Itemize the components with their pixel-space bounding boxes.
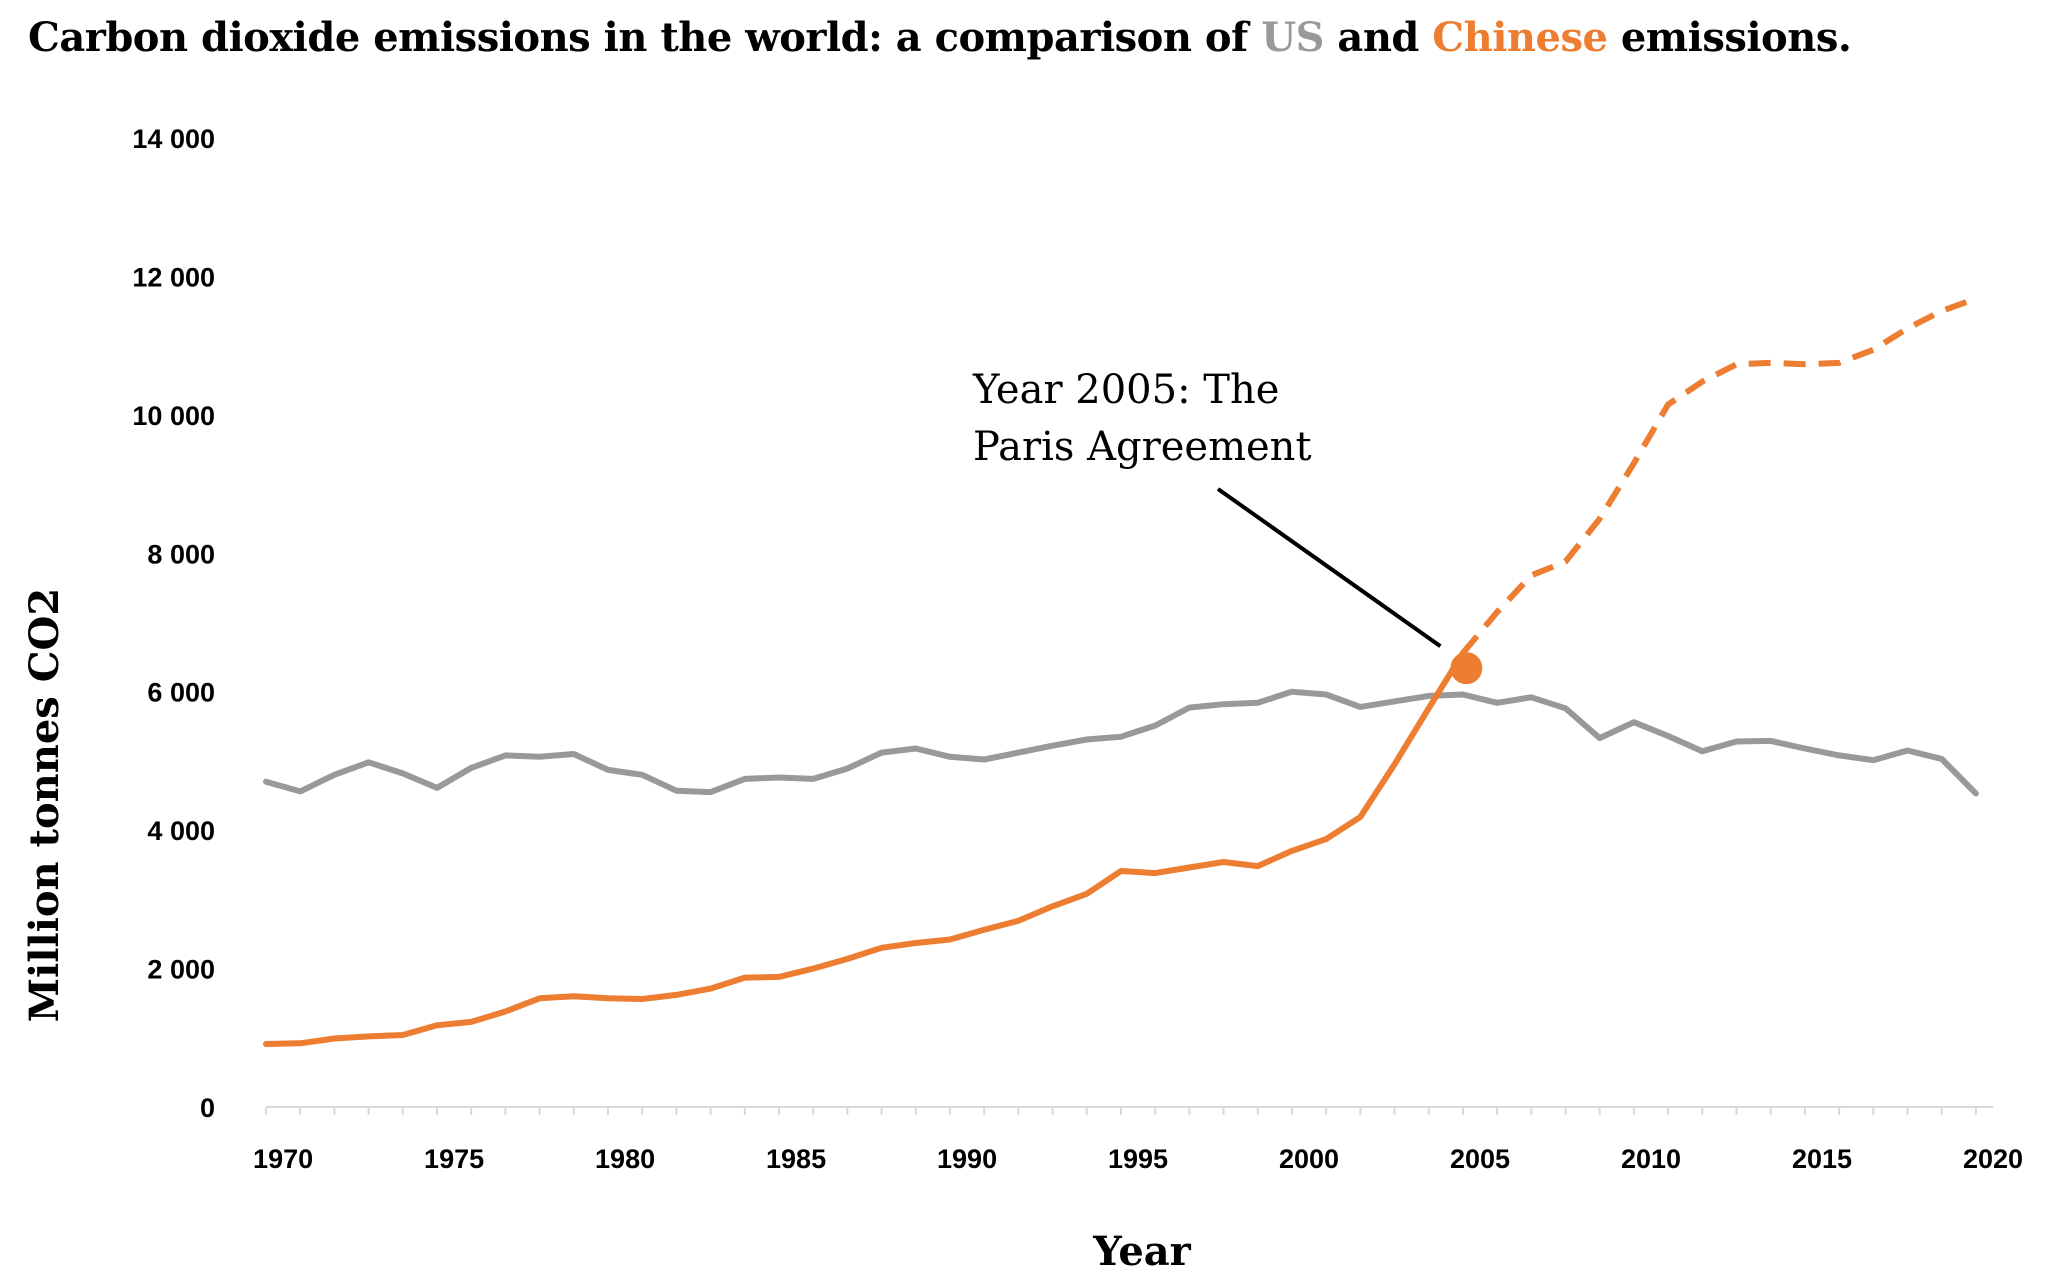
x-tick-label: 1985: [766, 1144, 826, 1174]
title-suffix: emissions.: [1607, 14, 1852, 61]
x-tick-label: 2005: [1450, 1144, 1510, 1174]
x-axis-title: Year: [1092, 1228, 1191, 1275]
annotation-layer: Year 2005: The Paris Agreement: [972, 367, 1483, 685]
title-us-word: US: [1261, 14, 1324, 61]
series-layer: [263, 295, 1979, 1047]
series-line-us: [263, 688, 1979, 797]
x-tick-label: 1970: [253, 1144, 313, 1174]
x-tick-label: 2020: [1963, 1144, 2023, 1174]
annotation-text-line: Paris Agreement: [973, 424, 1312, 470]
title-prefix: Carbon dioxide emissions in the world: a…: [28, 14, 1262, 61]
y-axis-ticks: 0 2 000 4 000 6 000 8 000 10 000 12 000 14 000: [132, 124, 215, 1123]
x-tick-label: 2000: [1279, 1144, 1339, 1174]
series-line-china-dashed: [1460, 295, 1977, 655]
x-tick-label: 2015: [1792, 1144, 1852, 1174]
annotation-marker: [1450, 652, 1483, 685]
x-tick-label: 1975: [424, 1144, 484, 1174]
y-tick-label: 4 000: [147, 816, 215, 846]
y-tick-label: 6 000: [147, 678, 215, 708]
title-and-word: and: [1323, 14, 1433, 61]
y-tick-label: 8 000: [147, 539, 215, 569]
y-axis-title: Million tonnes CO2: [21, 588, 68, 1022]
y-tick-label: 12 000: [132, 262, 215, 292]
annotation-text-line: Year 2005: The: [972, 367, 1279, 413]
annotation-leader-line: [1216, 487, 1442, 648]
series-line-china-solid: [263, 650, 1466, 1047]
x-tick-label: 1995: [1108, 1144, 1168, 1174]
y-tick-label: 10 000: [132, 401, 215, 431]
y-tick-label: 0: [200, 1093, 215, 1123]
chart-title: Carbon dioxide emissions in the world: a…: [28, 14, 1852, 61]
title-china-word: Chinese: [1432, 14, 1608, 61]
x-tick-label: 1990: [937, 1144, 997, 1174]
x-tick-label: 2010: [1621, 1144, 1681, 1174]
x-axis-tick-marks: [265, 1107, 1977, 1115]
x-tick-label: 1980: [595, 1144, 655, 1174]
x-axis-ticks: 1970 1975 1980 1985 1990 1995 2000 2005 2010 2015…: [253, 1144, 2023, 1174]
y-tick-label: 14 000: [132, 124, 215, 154]
y-tick-label: 2 000: [147, 955, 215, 985]
